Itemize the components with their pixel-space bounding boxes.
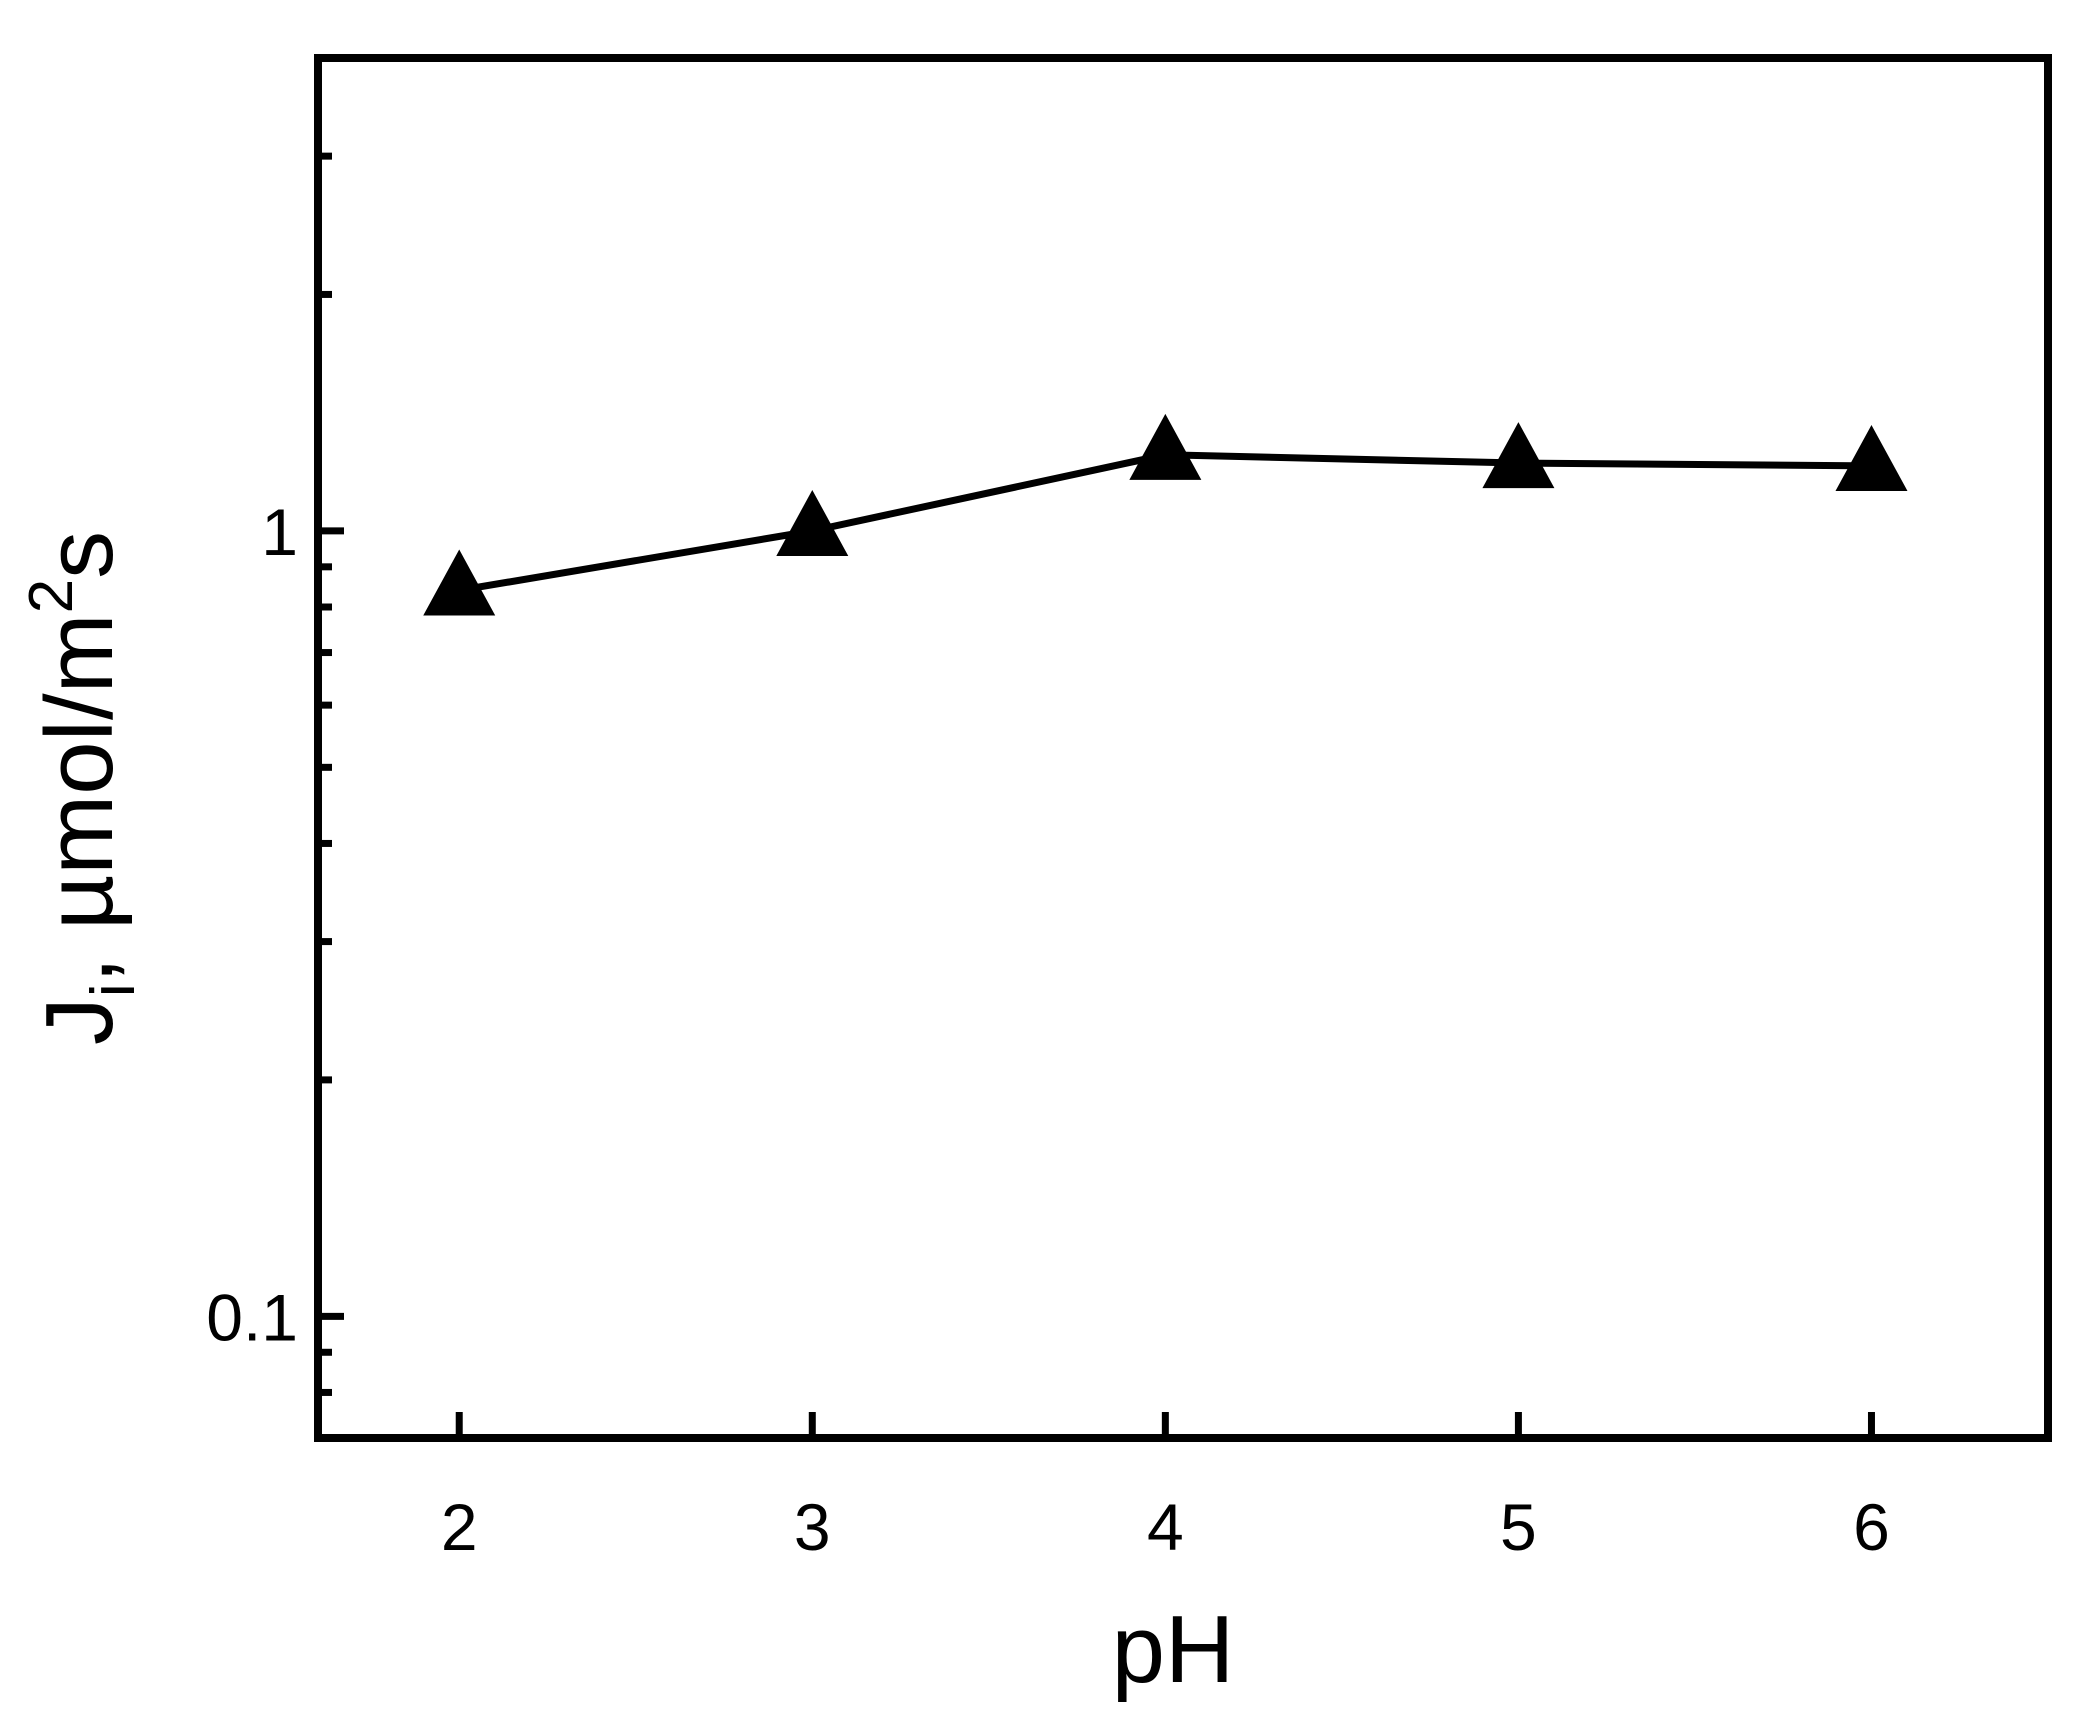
y-axis-title-unit: , µmol/m [26,613,133,983]
data-point-marker [1835,424,1908,491]
axes-layer: 2 3 4 5 6 1 0.1 [206,152,1890,1564]
y-axis-title-superscript: 2 [17,579,86,613]
y-tick-label: 1 [261,495,298,569]
y-axis-title-subscript: i [79,983,148,997]
y-axis-title: Ji, µmol/m2s [17,531,148,1045]
y-axis-title-end: s [26,531,133,579]
data-point-marker [1129,413,1202,480]
series-layer [423,413,1908,616]
x-tick-label: 4 [1147,1490,1184,1564]
x-tick-label: 3 [794,1490,831,1564]
x-tick-label: 5 [1500,1490,1537,1564]
plot-frame [314,54,2052,1442]
x-axis-title: pH [1112,1596,1235,1703]
data-point-marker [423,549,496,616]
x-tick-label: 2 [441,1490,478,1564]
data-point-marker [776,489,849,556]
y-axis-title-main: J [26,997,133,1045]
x-tick-label: 6 [1853,1490,1890,1564]
data-point-marker [1482,422,1555,489]
y-tick-label: 0.1 [206,1280,298,1354]
